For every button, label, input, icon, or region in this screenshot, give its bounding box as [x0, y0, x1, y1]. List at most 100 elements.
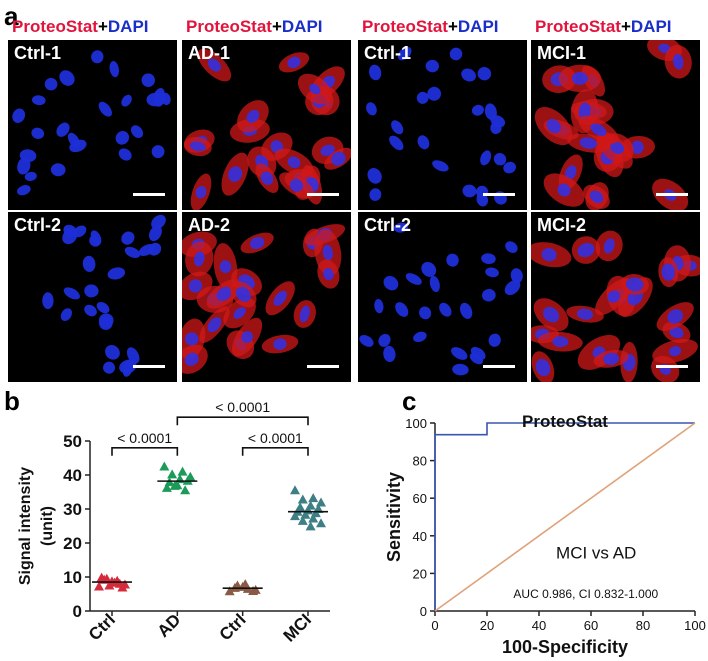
dapi-nucleus: [421, 261, 437, 277]
dapi-nucleus: [667, 309, 683, 324]
dapi-nucleus: [309, 83, 321, 95]
dapi-nucleus: [24, 171, 37, 182]
micrograph: MCI-1: [531, 40, 700, 210]
micrograph-canvas: [183, 48, 351, 210]
dapi-nucleus: [607, 290, 620, 303]
dapi-nucleus: [552, 336, 569, 348]
micrograph: Ctrl-1: [8, 40, 177, 210]
micrograph-canvas: [534, 40, 692, 210]
dapi-nucleus: [589, 190, 604, 204]
dapi-nucleus: [96, 301, 110, 314]
dapi-nucleus: [17, 185, 31, 196]
dapi-label: DAPI: [630, 17, 672, 36]
micrograph-canvas: [359, 222, 523, 376]
dapi-nucleus: [195, 185, 207, 199]
dapi-nucleus: [323, 267, 334, 281]
dapi-nucleus: [480, 150, 492, 166]
dapi-nucleus: [121, 94, 132, 107]
dapi-label: DAPI: [457, 17, 499, 36]
dapi-nucleus: [138, 243, 156, 257]
dapi-nucleus: [216, 286, 232, 301]
data-point: [94, 581, 104, 591]
data-point: [248, 585, 259, 595]
micrograph-canvas: [42, 214, 166, 377]
dapi-nucleus: [425, 59, 439, 73]
roc-chart-c: 0 20 40 60 80 100 0 20 40 60 80 100 ProteoStat 100-Sp…: [384, 412, 706, 657]
proteostat-label: ProteoStat: [535, 17, 621, 36]
scale-bar: [483, 193, 515, 196]
x-tick-label: 80: [636, 618, 650, 633]
plus-label: +: [97, 17, 108, 36]
dapi-nucleus: [413, 331, 427, 343]
dapi-nucleus: [578, 102, 591, 121]
micrograph: Ctrl-2: [358, 212, 527, 382]
x-tick-label: Ctrl: [216, 610, 250, 644]
proteostat-label: ProteoStat: [12, 17, 98, 36]
panel-b-letter: b: [4, 386, 20, 416]
plus-label: +: [447, 17, 458, 36]
y-tick-label: 50: [63, 432, 82, 451]
y-tick-label: 60: [413, 491, 427, 506]
y-tick-label: 0: [420, 604, 427, 619]
dapi-nucleus: [260, 171, 274, 185]
auc-footnote: AUC 0.986, CI 0.832-1.000: [513, 587, 658, 601]
x-tick-label: 40: [532, 618, 546, 633]
dapi-nucleus: [228, 166, 243, 182]
dapi-nucleus: [397, 46, 412, 61]
data-point: [169, 480, 180, 490]
data-point: [308, 513, 319, 523]
dapi-nucleus: [493, 153, 507, 166]
data-point: [104, 580, 115, 590]
plus-label: +: [271, 17, 282, 36]
micrograph: AD-2: [182, 212, 351, 382]
data-point: [167, 469, 178, 479]
micrograph-canvas: [366, 46, 517, 207]
dapi-nucleus: [233, 307, 246, 319]
dapi-nucleus: [299, 305, 310, 323]
data-point: [229, 582, 240, 592]
y-axis-label: Signal intensity: [17, 467, 34, 585]
dapi-nucleus: [56, 122, 70, 137]
significance-bracket: [241, 447, 309, 456]
dapi-nucleus: [470, 346, 486, 360]
y-axis-label: (unit): [39, 506, 56, 546]
dapi-nucleus: [557, 183, 571, 197]
x-tick-label: AD: [154, 610, 185, 641]
data-point: [114, 578, 125, 588]
dapi-nucleus: [31, 95, 46, 106]
x-tick-label: 0: [431, 618, 438, 633]
plus-label: +: [620, 17, 631, 36]
dapi-nucleus: [541, 248, 557, 262]
dapi-nucleus: [287, 156, 301, 169]
micrograph: Ctrl-2: [8, 212, 177, 382]
dapi-nucleus: [82, 255, 96, 272]
stain-header: ProteoStat+DAPI: [186, 18, 323, 35]
dapi-nucleus: [432, 160, 449, 172]
micrograph: MCI-2: [531, 212, 700, 382]
dapi-label: DAPI: [281, 17, 323, 36]
dapi-nucleus: [219, 260, 232, 274]
scatter-chart-b: 0 10 20 30 40 50 Signal intensity (unit) Ctrl AD C…: [17, 399, 330, 646]
y-tick-label: 0: [73, 602, 82, 621]
dapi-nucleus: [610, 141, 625, 154]
dapi-nucleus: [207, 58, 221, 72]
dapi-nucleus: [460, 302, 473, 319]
p-value-label: < 0.0001: [117, 430, 172, 446]
dapi-nucleus: [19, 149, 37, 162]
dapi-nucleus: [185, 332, 199, 346]
dapi-nucleus: [121, 231, 135, 245]
micrograph-label: Ctrl-1: [364, 43, 412, 63]
x-tick-label: 60: [584, 618, 598, 633]
scale-bar: [656, 365, 688, 368]
p-value-label: < 0.0001: [248, 430, 303, 446]
dapi-nucleus: [12, 108, 26, 123]
scale-bar: [483, 365, 515, 368]
dapi-nucleus: [383, 276, 399, 291]
scale-bar: [656, 193, 688, 196]
dapi-nucleus: [535, 358, 551, 377]
dapi-nucleus: [378, 333, 391, 347]
x-tick-label: MCI: [280, 610, 315, 645]
dapi-nucleus: [69, 139, 87, 153]
dapi-nucleus: [374, 299, 384, 314]
dapi-nucleus: [151, 214, 166, 230]
